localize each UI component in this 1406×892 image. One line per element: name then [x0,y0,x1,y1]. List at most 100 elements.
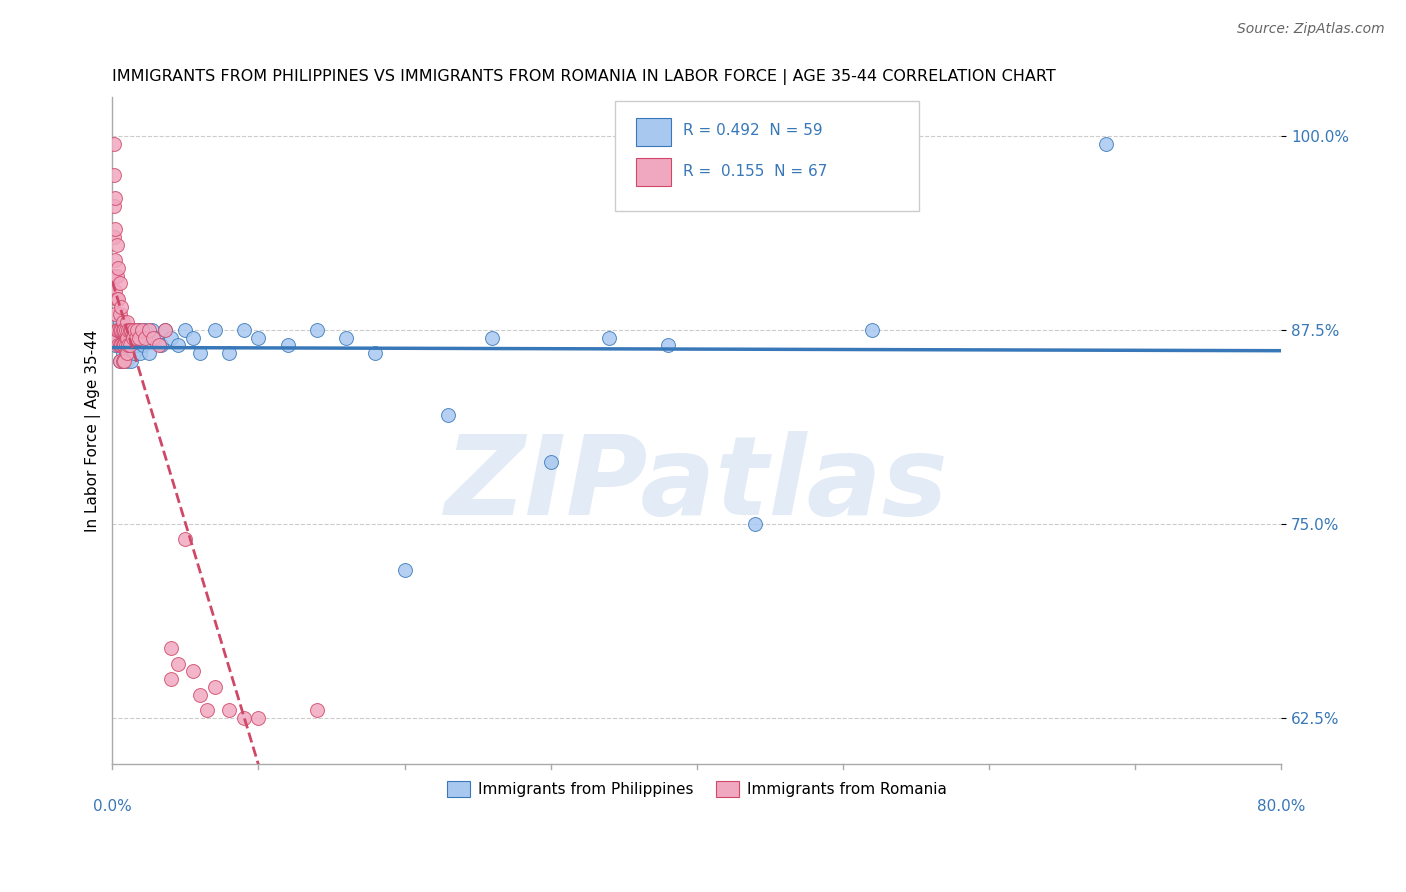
Point [131,331,153,345]
Point [149,338,172,352]
Point [120,354,142,368]
Point [107,292,129,306]
Point [218,346,240,360]
Point [744,516,766,531]
Point [181,665,204,679]
Point [437,409,460,423]
Point [145,331,167,345]
Point [160,672,183,686]
Point [218,703,240,717]
Point [121,331,143,345]
Point [138,323,160,337]
Point [108,277,131,291]
Point [117,338,139,352]
FancyBboxPatch shape [614,101,918,211]
Point [107,323,129,337]
Point [104,284,127,298]
Point [167,657,190,671]
Point [108,354,131,368]
Point [112,338,135,352]
Point [103,199,125,213]
Point [160,641,183,656]
Point [104,253,127,268]
Point [118,323,141,337]
Point [104,338,127,352]
Point [107,323,129,337]
Point [118,323,141,337]
Text: IMMIGRANTS FROM PHILIPPINES VS IMMIGRANTS FROM ROMANIA IN LABOR FORCE | AGE 35-4: IMMIGRANTS FROM PHILIPPINES VS IMMIGRANT… [112,69,1056,85]
Point [188,688,211,702]
Point [104,191,127,205]
Point [110,300,132,314]
Point [195,703,218,717]
Point [148,338,170,352]
Point [118,338,141,352]
Point [128,331,150,345]
Point [127,338,149,352]
Point [167,338,190,352]
Point [105,331,128,345]
Point [112,338,135,352]
Point [860,323,883,337]
Point [111,331,134,345]
Point [105,237,128,252]
Point [105,323,128,337]
Point [108,323,131,337]
Text: ZIPatlas: ZIPatlas [444,431,949,538]
Point [247,711,270,725]
Point [142,331,165,345]
Point [111,338,134,352]
Point [115,331,138,345]
Point [305,703,328,717]
Point [110,338,132,352]
Point [335,331,357,345]
Point [114,338,136,352]
Point [141,323,163,337]
Point [114,346,136,360]
Point [114,331,136,345]
Point [125,331,148,345]
Point [115,346,138,360]
Point [174,533,197,547]
Point [103,268,125,283]
Point [540,455,562,469]
Point [204,680,226,694]
Point [153,323,176,337]
Point [232,711,254,725]
Point [112,323,135,337]
Point [160,331,183,345]
Point [131,323,153,337]
FancyBboxPatch shape [636,158,671,186]
Point [111,354,134,368]
Point [247,331,270,345]
Point [118,338,141,352]
Text: R = 0.492  N = 59: R = 0.492 N = 59 [683,123,823,138]
Point [104,222,127,236]
Point [120,323,142,337]
Text: R =  0.155  N = 67: R = 0.155 N = 67 [683,164,827,179]
Point [153,323,176,337]
Point [111,346,134,360]
Point [277,338,299,352]
Point [657,338,679,352]
Point [115,315,138,329]
Point [111,315,134,329]
Point [174,323,197,337]
Point [598,331,620,345]
Point [108,338,131,352]
Point [104,307,127,321]
Point [115,354,138,368]
Point [108,354,131,368]
Point [105,292,128,306]
Point [107,338,129,352]
Point [232,323,254,337]
Legend: Immigrants from Philippines, Immigrants from Romania: Immigrants from Philippines, Immigrants … [441,775,953,804]
Point [481,331,503,345]
Point [114,323,136,337]
Point [104,331,127,345]
Point [105,268,128,283]
Point [1094,136,1116,151]
Point [125,331,148,345]
Point [128,323,150,337]
Point [188,346,211,360]
